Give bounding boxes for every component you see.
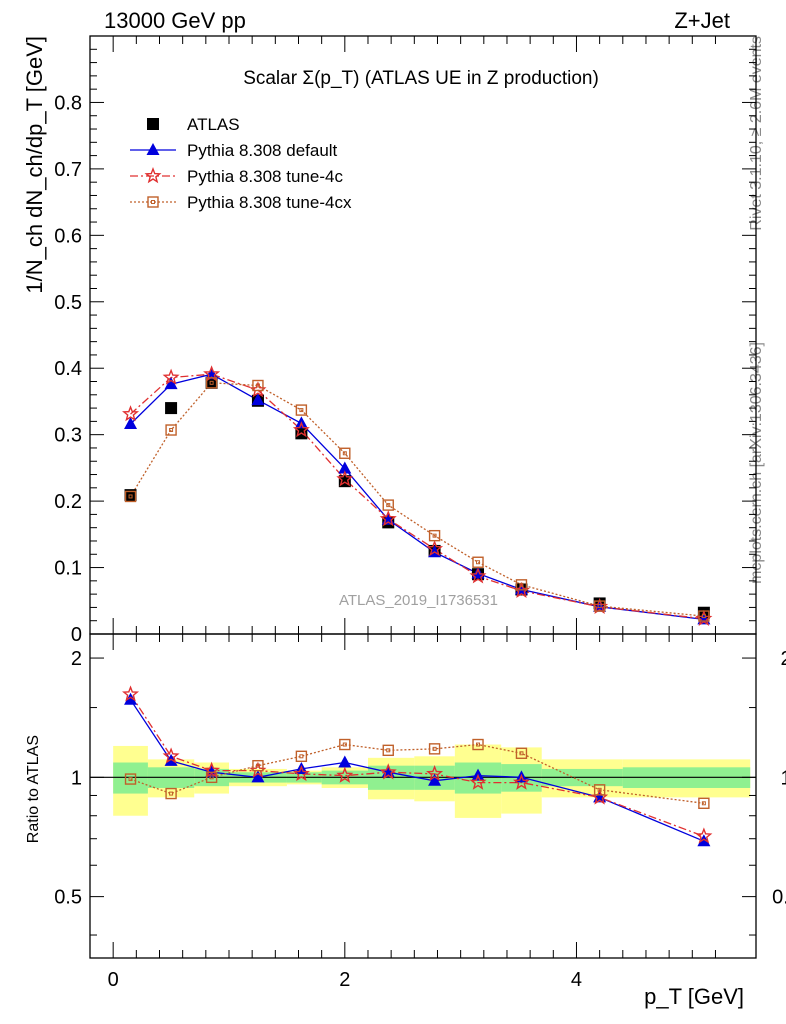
ratio-ytick-label: 2	[71, 648, 82, 670]
ratio-series-point	[124, 773, 137, 785]
main-series-point	[515, 579, 528, 591]
main-series-point	[471, 566, 485, 579]
main-title: Scalar Σ(p_T) (ATLAS UE in Z production)	[243, 68, 599, 89]
main-series-point	[295, 404, 308, 416]
main-ylabel: 1/N_ch dN_ch/dp_T [GeV]	[22, 36, 47, 294]
main-ytick-label: 0.1	[54, 558, 82, 580]
ratio-series-point	[205, 771, 218, 784]
main-series-point	[124, 417, 138, 430]
analysis-watermark: ATLAS_2019_I1736531	[339, 592, 498, 609]
legend-marker	[144, 167, 162, 184]
main-series-point	[428, 529, 441, 542]
ratio-series-point	[203, 761, 221, 778]
main-series-point	[379, 510, 397, 527]
ratio-series-point	[252, 759, 264, 772]
ratio-xlabel: p_T [GeV]	[644, 984, 744, 1009]
header-left: 13000 GeV pp	[104, 8, 246, 33]
main-series-point	[698, 610, 710, 622]
legend-label: Pythia 8.308 default	[187, 141, 338, 160]
main-series-point	[165, 424, 177, 436]
ratio-series-line	[130, 743, 704, 804]
main-series-line	[130, 373, 704, 621]
legend: ATLAS Pythia 8.308 default Pythia 8.308 tu…	[130, 115, 352, 212]
ratio-series-line	[129, 693, 705, 837]
ratio-series-point	[697, 834, 711, 847]
ratio-xtick-label: 0	[108, 969, 119, 991]
ratio-series-point	[338, 755, 352, 768]
ratio-series-point	[428, 743, 441, 755]
main-series-point	[292, 421, 310, 438]
main-ytick-label: 0.4	[54, 358, 82, 380]
main-series-point	[382, 499, 394, 511]
ratio-series-point	[339, 738, 351, 751]
main-series-point	[251, 393, 265, 406]
main-series-point	[472, 556, 484, 568]
ratio-series-point	[426, 764, 444, 782]
main-series-point	[252, 379, 264, 392]
main-series-point	[122, 405, 140, 422]
main-series-point	[164, 377, 178, 390]
main-series-line	[130, 373, 704, 620]
ratio-series-point	[515, 747, 528, 759]
legend-label: Pythia 8.308 tune-4c	[187, 167, 343, 186]
ratio-frame	[89, 633, 757, 959]
main-series-point	[165, 402, 178, 415]
ratio-series-point	[698, 797, 710, 809]
main-series-line	[129, 382, 704, 617]
main-ytick-label: 0.3	[54, 425, 82, 447]
main-series-point	[336, 470, 354, 487]
ratio-ylabel: Ratio to ATLAS	[25, 735, 42, 843]
ratio-series-line	[129, 699, 705, 842]
ratio-ytick-label-right: 1	[780, 767, 786, 789]
ratio-series-point	[593, 784, 606, 796]
legend-label: ATLAS	[187, 115, 240, 134]
ratio-series-point	[472, 738, 484, 751]
ratio-ytick-label: 1	[71, 767, 82, 789]
main-ytick-label: 0	[71, 624, 82, 646]
main-series-point	[593, 600, 606, 612]
ratio-series-point	[336, 766, 354, 783]
legend-marker	[146, 143, 160, 155]
main-series-point	[338, 461, 352, 474]
ratio-series-point	[428, 773, 442, 786]
ratio-xtick-label: 2	[339, 969, 350, 991]
ratio-series-point	[124, 692, 138, 705]
header-right: Z+Jet	[674, 8, 730, 33]
legend-label: Pythia 8.308 tune-4cx	[187, 193, 352, 212]
legend-marker	[147, 196, 159, 208]
ratio-series-point	[512, 773, 530, 790]
ratio-series-point	[469, 773, 487, 790]
main-series-point	[426, 540, 444, 557]
main-ytick-label: 0.5	[54, 292, 82, 314]
main-series-point	[162, 368, 180, 385]
main-series-point	[124, 490, 137, 503]
main-ytick-label: 0.8	[54, 92, 82, 114]
main-series-point	[205, 377, 218, 389]
main-ytick-label: 0.7	[54, 159, 82, 181]
main-ytick-label: 0.6	[54, 225, 82, 247]
main-series-point	[469, 567, 487, 584]
ratio-series-point	[295, 750, 308, 763]
ratio-ytick-label: 0.5	[54, 887, 82, 909]
main-series-point	[339, 447, 351, 459]
ratio-series-point	[382, 744, 394, 757]
ratio-series-point	[292, 764, 310, 782]
ratio-series-point	[165, 787, 177, 800]
ratio-series-point	[122, 685, 140, 702]
ratio-series-point	[379, 763, 397, 780]
ratio-series-point	[251, 770, 265, 783]
ratio-xtick-label: 4	[571, 969, 582, 991]
ratio-series-point	[162, 747, 180, 764]
main-ytick-label: 0.2	[54, 491, 82, 513]
ratio-series-point	[695, 827, 713, 844]
ratio-ytick-label-right: 0.5	[772, 887, 786, 909]
legend-marker	[147, 118, 159, 130]
ratio-ytick-label-right: 2	[780, 648, 786, 670]
